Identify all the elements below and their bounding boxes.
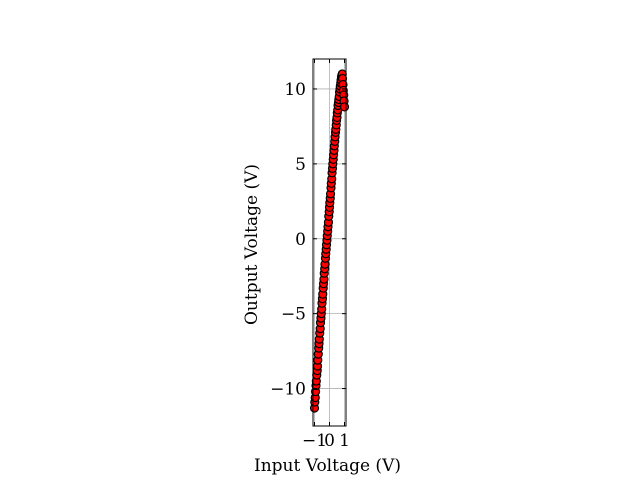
data-point [339, 102, 350, 112]
x-axis-label: Input Voltage (V) [254, 456, 401, 476]
x-tick-label: 0 [324, 431, 335, 451]
y-tick-label: 10 [284, 80, 306, 100]
y-tick-label: −5 [281, 305, 306, 325]
y-axis-label: Output Voltage (V) [242, 164, 262, 325]
data-points [309, 69, 350, 413]
y-tick-label: 0 [295, 230, 306, 250]
y-tick-label: 5 [295, 155, 306, 175]
x-tick-label: −1 [302, 431, 327, 451]
x-tick-label: 1 [339, 431, 350, 451]
y-tick-label: −10 [270, 380, 306, 400]
